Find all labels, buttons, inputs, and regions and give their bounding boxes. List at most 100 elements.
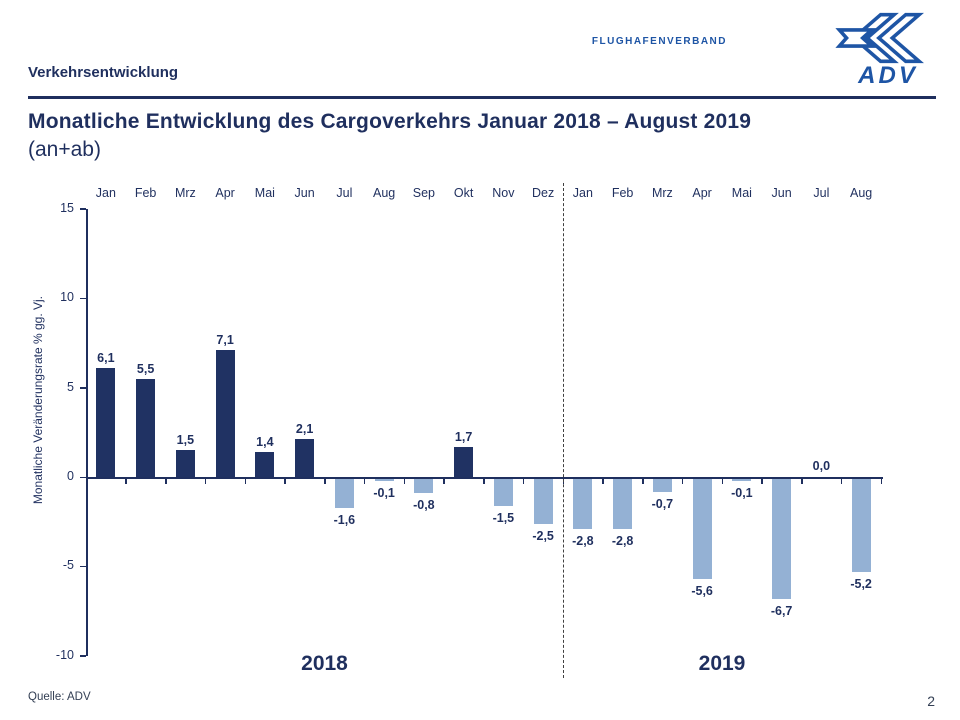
negative-bar <box>573 479 593 530</box>
bar-value-label: 1,4 <box>256 434 274 449</box>
y-axis-tick-label: 0 <box>67 469 74 483</box>
positive-bar <box>215 350 235 477</box>
month-label: Okt <box>453 186 474 200</box>
month-label: Feb <box>611 186 634 200</box>
negative-bar <box>692 479 712 580</box>
negative-bar <box>613 479 633 530</box>
y-axis-tick <box>80 387 86 389</box>
x-axis-tick <box>642 479 644 484</box>
bar-value-label: -6,7 <box>770 603 793 618</box>
page-subtitle: (an+ab) <box>28 138 101 161</box>
month-label: Jan <box>572 186 593 200</box>
month-label: Jul <box>336 186 353 200</box>
month-label: Mrz <box>174 186 196 200</box>
page-title: Monatliche Entwicklung des Cargoverkehrs… <box>28 110 752 133</box>
positive-bar <box>136 378 156 477</box>
month-label: Sep <box>412 186 435 200</box>
x-axis-tick <box>840 479 843 484</box>
bar-value-label: -1,5 <box>492 510 515 525</box>
negative-bar <box>772 479 792 599</box>
bar-value-label: 5,5 <box>136 361 155 376</box>
month-label: Jun <box>771 186 792 200</box>
negative-bar <box>493 479 513 506</box>
negative-bar <box>652 479 672 492</box>
negative-bar <box>334 479 354 508</box>
x-axis-tick <box>403 479 405 484</box>
y-axis-tick-label: -10 <box>55 647 74 662</box>
negative-bar <box>414 479 434 494</box>
month-label: Jun <box>294 186 315 200</box>
bar-value-label: -0,7 <box>651 496 674 511</box>
bar-value-label: 1,5 <box>176 433 195 448</box>
x-axis-tick <box>721 479 723 484</box>
x-axis <box>86 477 883 479</box>
bar-value-label: -2,8 <box>611 534 634 549</box>
y-axis-tick <box>80 565 86 568</box>
y-axis-tick <box>80 208 86 210</box>
month-label: Aug <box>373 186 396 200</box>
negative-bar <box>374 479 394 481</box>
month-label: Jul <box>813 186 830 200</box>
header-divider <box>28 96 936 99</box>
bar-value-label: -0,1 <box>373 485 395 500</box>
bar-value-label: 6,1 <box>97 350 115 365</box>
adv-logo-text: ADV <box>858 62 918 89</box>
bar-value-label: -2,8 <box>572 534 594 549</box>
bar-value-label: 0,0 <box>812 459 831 473</box>
page-number: 2 <box>927 693 935 709</box>
adv-chevrons-icon <box>835 12 924 64</box>
year-label: 2018 <box>301 652 348 675</box>
month-label: Mai <box>254 186 275 200</box>
x-axis-tick <box>761 479 763 484</box>
bar-value-label: 7,1 <box>216 333 234 348</box>
bar-value-label: 1,7 <box>454 429 473 444</box>
positive-bar <box>295 439 315 477</box>
positive-bar <box>454 446 474 477</box>
month-label: Apr <box>692 186 712 200</box>
bar-value-label: -1,6 <box>333 512 356 527</box>
x-axis-tick <box>880 479 882 484</box>
month-label: Dez <box>532 186 555 200</box>
x-axis-tick <box>522 479 525 484</box>
source-note: Quelle: ADV <box>28 691 91 703</box>
x-axis-tick <box>244 479 246 484</box>
bar-value-label: -5,2 <box>850 576 872 591</box>
bar-value-label: -0,8 <box>413 498 435 513</box>
bar-value-label: 2,1 <box>295 422 314 437</box>
y-axis-tick-label: 5 <box>67 379 74 394</box>
section-label: Verkehrsentwicklung <box>28 64 179 81</box>
year-separator-line <box>563 183 564 678</box>
x-axis-tick <box>443 479 445 484</box>
bar-value-label: -2,5 <box>532 528 554 543</box>
month-label: Mai <box>731 186 752 200</box>
year-label: 2019 <box>698 652 746 675</box>
y-axis-tick <box>80 297 86 300</box>
month-label: Mrz <box>651 186 673 200</box>
x-axis-tick <box>602 479 604 484</box>
y-axis-tick <box>80 655 86 657</box>
month-label: Jan <box>95 186 116 200</box>
positive-bar <box>175 450 195 477</box>
bar-value-label: -5,6 <box>691 584 713 599</box>
month-label: Nov <box>492 186 515 200</box>
month-label: Feb <box>134 186 157 200</box>
y-axis-tick-label: 10 <box>60 290 74 305</box>
positive-bar <box>96 367 116 477</box>
x-axis-tick <box>324 479 326 484</box>
x-axis-tick <box>125 479 127 484</box>
flughafenverband-brand-text: FLUGHAFENVERBAND <box>591 36 727 47</box>
x-axis-tick <box>204 479 207 484</box>
y-axis-tick <box>80 476 86 478</box>
y-axis-tick-label: 15 <box>60 200 74 215</box>
x-axis-tick <box>801 479 803 484</box>
x-axis-tick <box>363 479 366 484</box>
x-axis-tick <box>284 479 286 484</box>
y-axis <box>86 209 88 656</box>
x-axis-tick <box>483 479 485 484</box>
negative-bar <box>851 479 871 572</box>
negative-bar <box>732 479 752 481</box>
month-label: Apr <box>215 186 235 200</box>
x-axis-tick <box>165 479 167 484</box>
